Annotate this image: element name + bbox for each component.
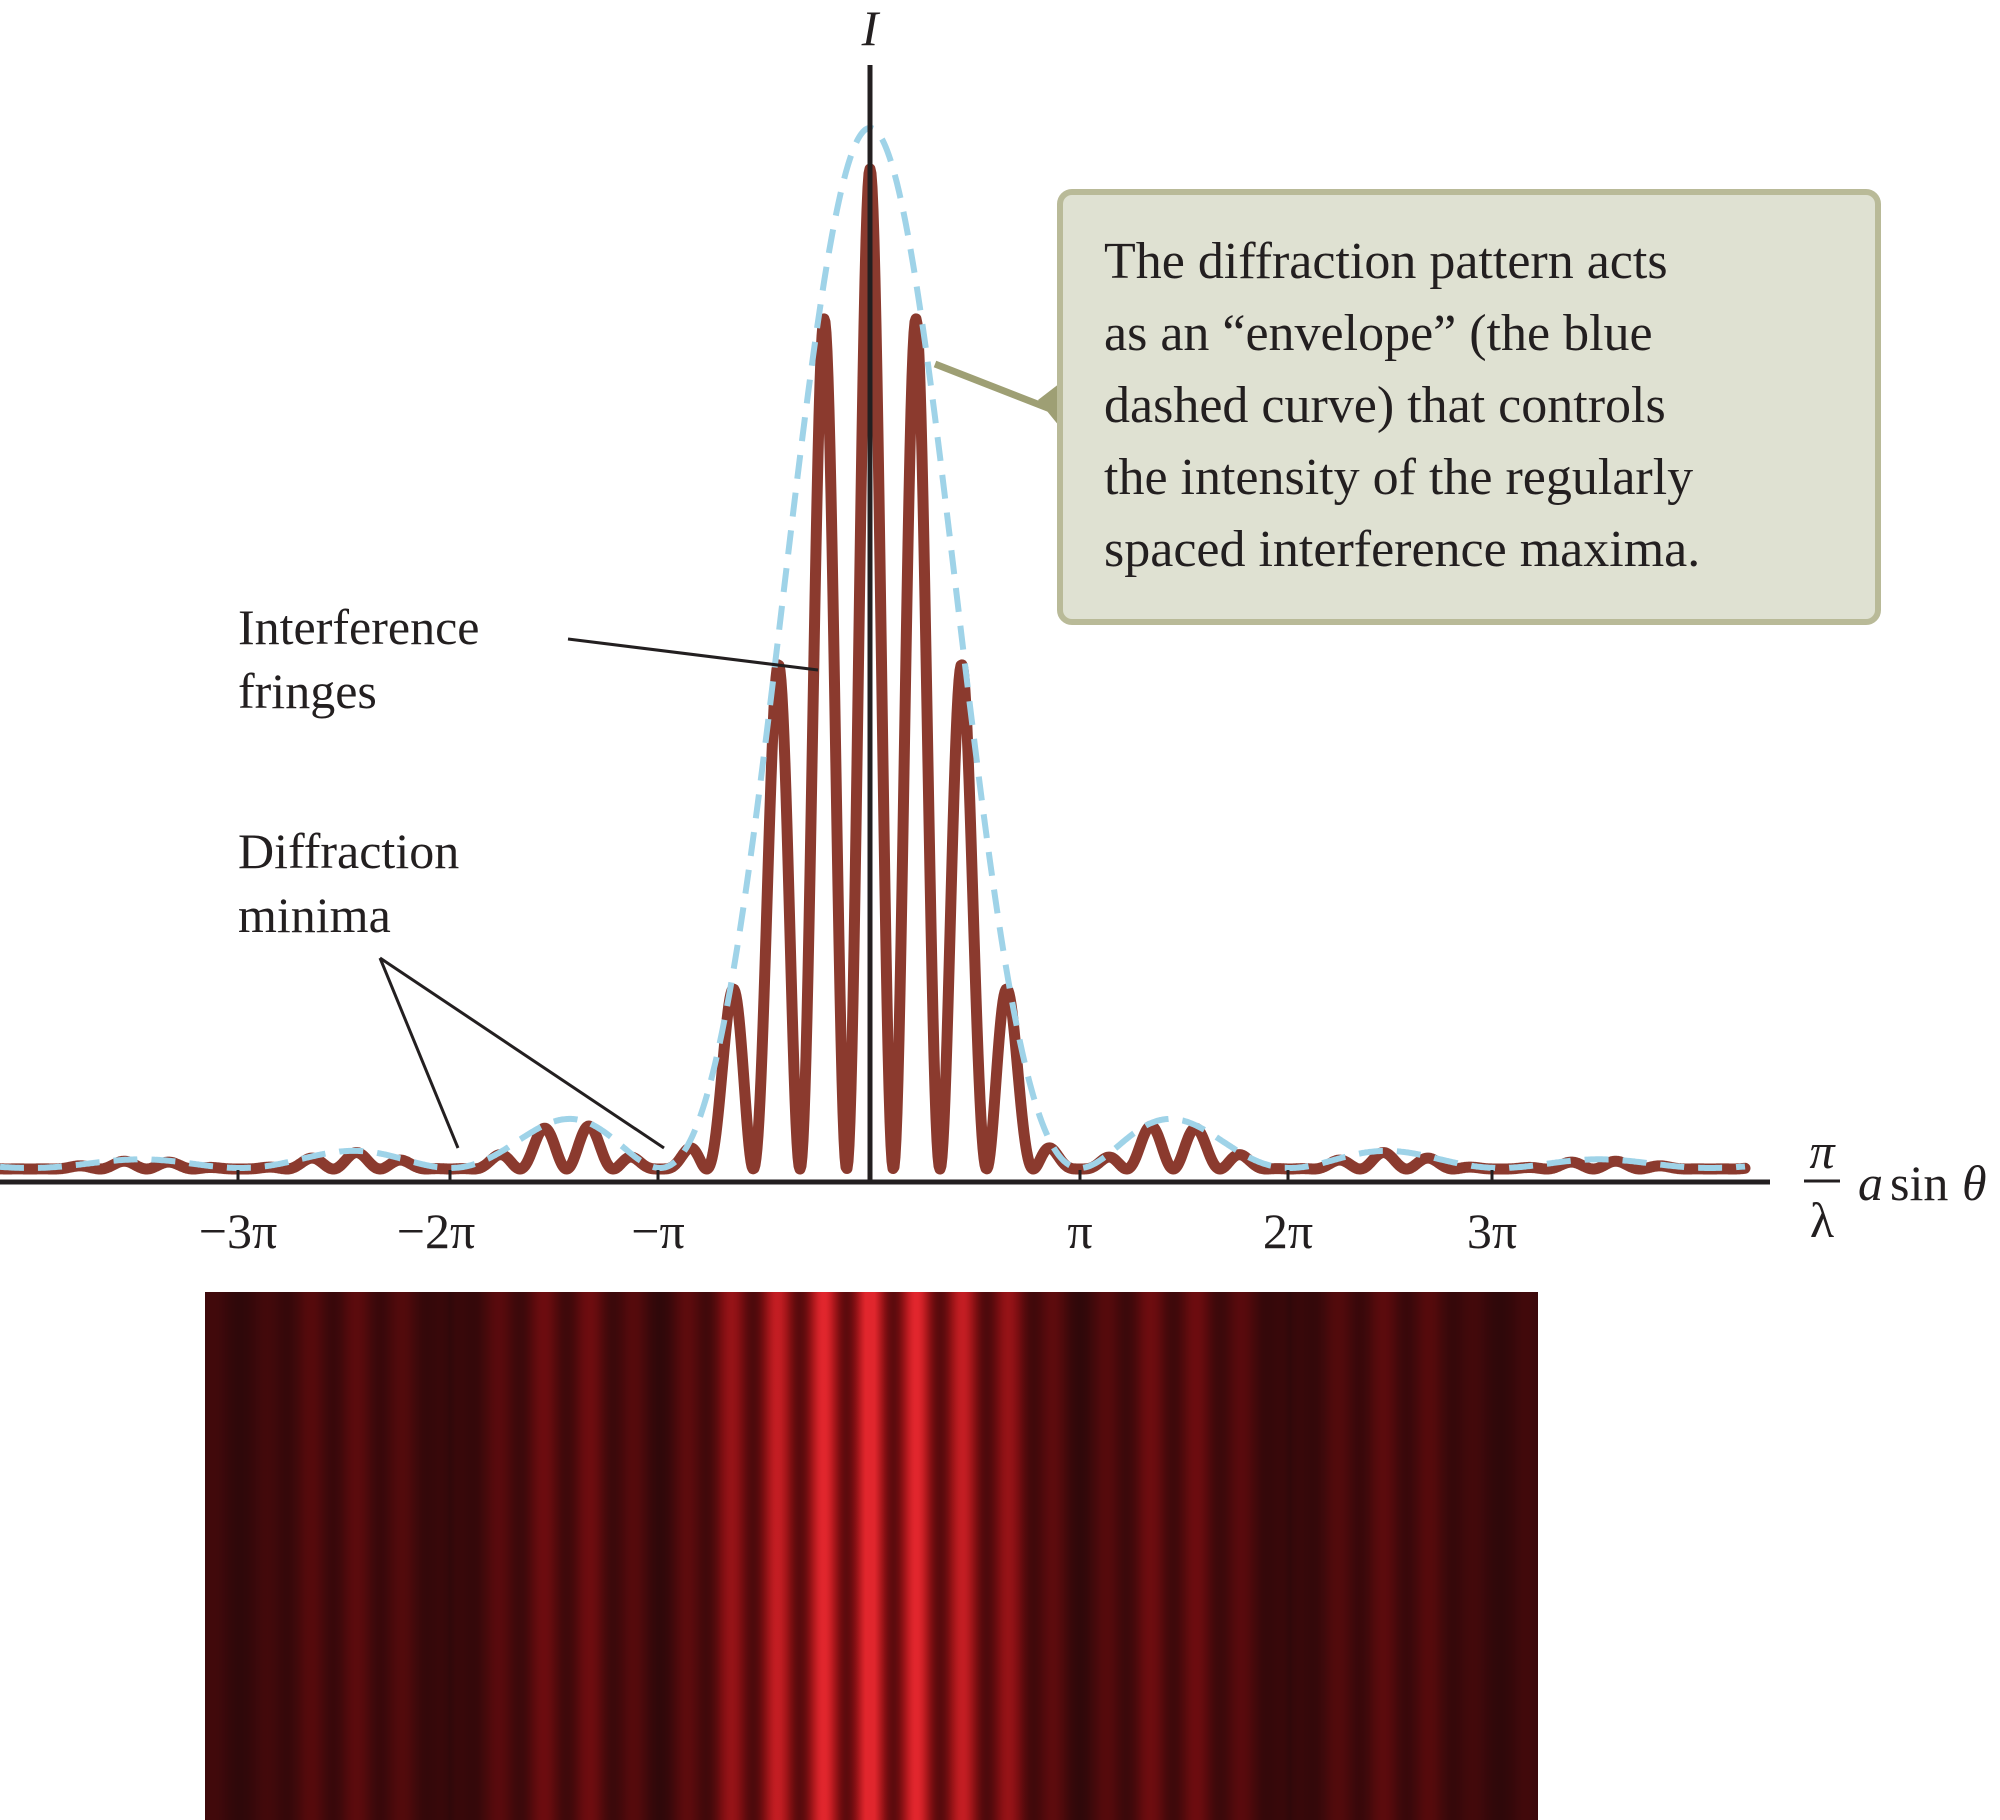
diffraction-label-line2: minima: [238, 887, 391, 943]
tick-label-pi: π: [1067, 1203, 1092, 1259]
x-label-a: a: [1858, 1155, 1883, 1211]
diffraction-leader-line-right: [379, 956, 665, 1150]
callout-line-5: spaced interference maxima.: [1104, 521, 1700, 578]
interference-label-line2: fringes: [238, 663, 377, 719]
x-label-pi: π: [1809, 1123, 1836, 1179]
callout-line-1: The diffraction pattern acts: [1104, 233, 1668, 290]
interference-leader-line: [567, 637, 819, 672]
callout-pointer-stem: [933, 360, 1060, 416]
callout: The diffraction pattern acts as an “enve…: [933, 189, 1881, 625]
tick-label-2pi: 2π: [1263, 1203, 1313, 1259]
callout-line-3: dashed curve) that controls: [1104, 377, 1666, 434]
tick-label-neg3pi: −3π: [199, 1203, 277, 1259]
x-axis-label: π λ a sin θ: [1804, 1123, 1987, 1248]
diffraction-leader-line-left: [378, 957, 460, 1149]
tick-label-neg2pi: −2π: [397, 1203, 475, 1259]
x-label-sin: sin: [1890, 1155, 1948, 1211]
callout-line-4: the intensity of the regularly: [1104, 449, 1693, 506]
tick-label-negpi: −π: [631, 1203, 684, 1259]
interference-label-line1: Interference: [238, 599, 479, 655]
x-label-lambda: λ: [1810, 1192, 1834, 1248]
fringe-pattern-photo: [205, 1292, 1538, 1820]
callout-box: [1057, 189, 1881, 625]
callout-line-2: as an “envelope” (the blue: [1104, 305, 1653, 362]
tick-label-3pi: 3π: [1467, 1203, 1517, 1259]
x-axis-ticks: [236, 1170, 1494, 1182]
diffraction-label-line1: Diffraction: [238, 823, 459, 879]
y-axis-label: I: [861, 0, 881, 56]
x-label-theta: θ: [1962, 1155, 1987, 1211]
